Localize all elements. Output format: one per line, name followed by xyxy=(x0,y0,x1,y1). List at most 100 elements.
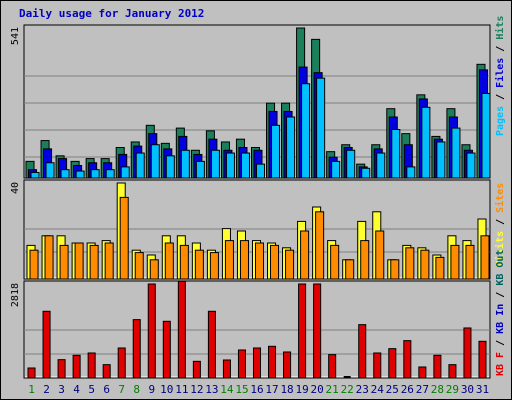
bar-pages-day5 xyxy=(90,169,100,179)
day-label-13: 13 xyxy=(205,383,218,396)
bar-sites-day26 xyxy=(405,247,415,280)
legend-kb-f: KB F xyxy=(495,352,506,376)
day-label-19: 19 xyxy=(295,383,308,396)
bar-sites-day27 xyxy=(420,249,430,280)
bar-kbf-day29 xyxy=(448,364,457,379)
bar-sites-day9 xyxy=(149,259,159,280)
bar-pages-day11 xyxy=(180,149,190,179)
bar-sites-day21 xyxy=(330,244,340,280)
bar-pages-day14 xyxy=(225,152,235,179)
legend-kb-in: KB In xyxy=(495,304,506,334)
legend-visits: Visits xyxy=(494,231,506,267)
bar-sites-day19 xyxy=(300,230,310,280)
bar-pages-day17 xyxy=(271,124,281,179)
day-label-21: 21 xyxy=(326,383,339,396)
day-label-15: 15 xyxy=(235,383,248,396)
ymax-label-usage: 541 xyxy=(10,27,21,45)
bar-pages-day23 xyxy=(361,167,371,179)
bar-pages-day31 xyxy=(481,92,491,179)
legend-separator: / xyxy=(495,40,506,58)
bar-kbf-day16 xyxy=(252,347,262,379)
legend-separator: / xyxy=(495,213,506,231)
bar-pages-day25 xyxy=(391,128,401,179)
bar-sites-day20 xyxy=(315,211,325,280)
bar-kbf-day19 xyxy=(298,283,307,379)
bar-sites-day11 xyxy=(179,244,189,280)
bar-kbf-day10 xyxy=(162,320,171,379)
bar-pages-day27 xyxy=(421,106,431,179)
bar-kbf-day27 xyxy=(418,366,427,379)
bar-pages-day6 xyxy=(105,169,115,179)
bar-kbf-day11 xyxy=(177,280,186,379)
bar-sites-day23 xyxy=(360,240,370,280)
bar-sites-day18 xyxy=(285,249,295,280)
bar-kbf-day26 xyxy=(403,340,412,379)
bar-kbf-day30 xyxy=(463,327,472,379)
bar-sites-day13 xyxy=(209,252,219,280)
bar-kbf-day12 xyxy=(192,360,201,379)
bar-sites-day14 xyxy=(224,240,234,280)
legend-kbytes: KB F / KB In / KB Out xyxy=(495,250,506,376)
ymax-label-visits: 40 xyxy=(10,182,21,194)
bar-kbf-day31 xyxy=(478,340,487,379)
bar-pages-day13 xyxy=(210,149,220,179)
day-label-31: 31 xyxy=(476,383,489,396)
bar-sites-day28 xyxy=(435,256,445,280)
day-label-7: 7 xyxy=(118,383,125,396)
bar-pages-day3 xyxy=(60,169,70,179)
bar-pages-day18 xyxy=(286,116,296,179)
bar-pages-day2 xyxy=(45,162,55,179)
bar-sites-day15 xyxy=(239,240,249,280)
legend-usage: Pages / Files / Hits xyxy=(494,16,506,136)
day-label-9: 9 xyxy=(148,383,155,396)
day-label-18: 18 xyxy=(280,383,293,396)
bar-kbf-day2 xyxy=(42,310,51,379)
legend-separator: / xyxy=(495,88,506,106)
day-label-2: 2 xyxy=(43,383,50,396)
day-label-26: 26 xyxy=(401,383,414,396)
day-label-16: 16 xyxy=(250,383,263,396)
bar-pages-day8 xyxy=(135,152,145,179)
bar-kbf-day24 xyxy=(373,352,382,379)
bar-sites-day5 xyxy=(89,244,99,280)
bar-pages-day30 xyxy=(466,152,476,179)
bar-kbf-day4 xyxy=(72,354,81,379)
bar-pages-day10 xyxy=(165,155,175,179)
bar-sites-day7 xyxy=(119,196,129,280)
day-label-8: 8 xyxy=(133,383,140,396)
legend-hits: Hits xyxy=(494,16,506,40)
bar-kbf-day25 xyxy=(388,348,397,379)
legend-sites: Sites xyxy=(494,183,506,213)
bar-sites-day30 xyxy=(465,244,475,280)
day-label-4: 4 xyxy=(73,383,80,396)
bar-sites-day3 xyxy=(59,244,69,280)
ymax-label-kbytes: 2818 xyxy=(10,283,21,307)
day-label-3: 3 xyxy=(58,383,65,396)
day-label-30: 30 xyxy=(461,383,474,396)
legend-pages: Pages xyxy=(495,106,506,136)
bar-sites-day4 xyxy=(74,242,84,280)
bar-pages-day24 xyxy=(376,152,386,179)
day-label-1: 1 xyxy=(28,383,35,396)
bar-sites-day2 xyxy=(44,235,54,280)
bar-kbf-day23 xyxy=(358,324,367,379)
bar-kbf-day6 xyxy=(102,364,111,379)
day-label-25: 25 xyxy=(386,383,399,396)
bar-kbf-day9 xyxy=(147,283,156,379)
bar-sites-day10 xyxy=(164,242,174,280)
bar-kbf-day3 xyxy=(57,359,66,379)
bar-kbf-day21 xyxy=(328,354,337,379)
bar-kbf-day15 xyxy=(237,349,246,379)
day-label-23: 23 xyxy=(356,383,369,396)
day-label-12: 12 xyxy=(190,383,203,396)
day-label-5: 5 xyxy=(88,383,95,396)
day-label-28: 28 xyxy=(431,383,444,396)
bar-pages-day15 xyxy=(240,152,250,179)
bar-sites-day16 xyxy=(254,242,265,280)
legend-visits: Visits / Sites xyxy=(494,183,506,267)
bar-pages-day4 xyxy=(75,170,85,179)
day-label-29: 29 xyxy=(446,383,459,396)
bar-pages-day1 xyxy=(30,171,40,179)
day-label-24: 24 xyxy=(371,383,385,396)
